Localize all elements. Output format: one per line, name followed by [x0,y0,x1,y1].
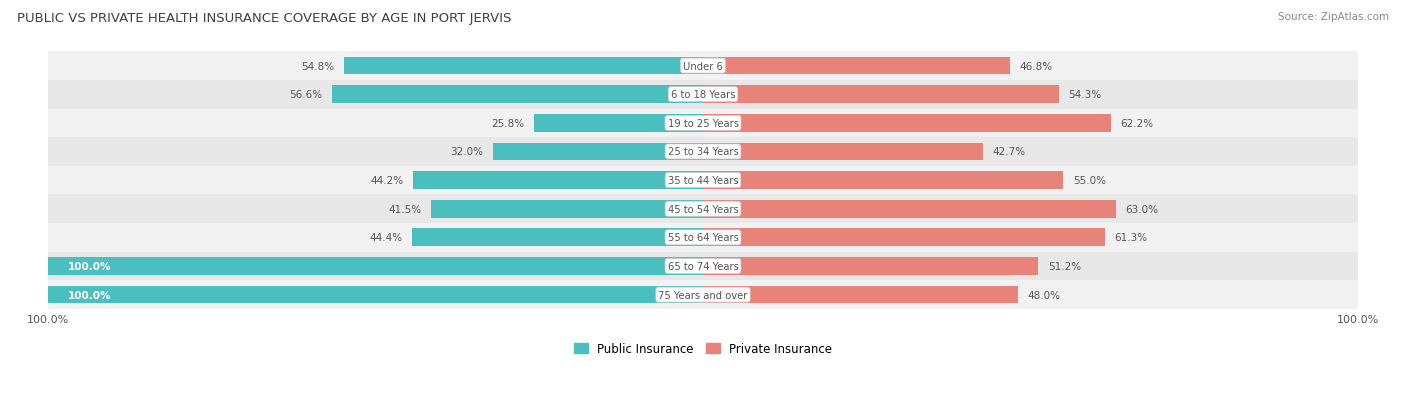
Bar [48,280,1358,309]
Text: 41.5%: 41.5% [388,204,422,214]
Text: 45 to 54 Years: 45 to 54 Years [668,204,738,214]
Text: Under 6: Under 6 [683,62,723,71]
Bar [703,229,1105,247]
Text: 48.0%: 48.0% [1028,290,1060,300]
Text: 19 to 25 Years: 19 to 25 Years [668,119,738,128]
Text: 54.3%: 54.3% [1069,90,1102,100]
Text: 63.0%: 63.0% [1126,204,1159,214]
Text: Source: ZipAtlas.com: Source: ZipAtlas.com [1278,12,1389,22]
Bar [48,52,1358,81]
Bar [48,138,1358,166]
Text: 46.8%: 46.8% [1019,62,1053,71]
Text: 44.4%: 44.4% [370,233,402,243]
Text: 100.0%: 100.0% [67,290,111,300]
Text: 62.2%: 62.2% [1121,119,1153,128]
Text: 51.2%: 51.2% [1049,261,1081,271]
Bar [332,86,703,104]
Bar [703,115,1111,133]
Text: 42.7%: 42.7% [993,147,1026,157]
Bar [48,286,703,304]
Bar [48,252,1358,280]
Text: 32.0%: 32.0% [450,147,484,157]
Bar [703,86,1059,104]
Bar [703,172,1063,190]
Bar [413,172,703,190]
Bar [494,143,703,161]
Text: 25 to 34 Years: 25 to 34 Years [668,147,738,157]
Text: PUBLIC VS PRIVATE HEALTH INSURANCE COVERAGE BY AGE IN PORT JERVIS: PUBLIC VS PRIVATE HEALTH INSURANCE COVER… [17,12,512,25]
Text: 56.6%: 56.6% [290,90,322,100]
Text: 44.2%: 44.2% [370,176,404,186]
Bar [412,229,703,247]
Bar [48,223,1358,252]
Text: 54.8%: 54.8% [301,62,335,71]
Bar [344,57,703,75]
Text: 35 to 44 Years: 35 to 44 Years [668,176,738,186]
Text: 61.3%: 61.3% [1115,233,1147,243]
Text: 55 to 64 Years: 55 to 64 Years [668,233,738,243]
Bar [48,195,1358,223]
Text: 55.0%: 55.0% [1073,176,1107,186]
Text: 6 to 18 Years: 6 to 18 Years [671,90,735,100]
Text: 65 to 74 Years: 65 to 74 Years [668,261,738,271]
Text: 100.0%: 100.0% [67,261,111,271]
Bar [48,109,1358,138]
Bar [703,257,1039,275]
Text: 25.8%: 25.8% [491,119,524,128]
Legend: Public Insurance, Private Insurance: Public Insurance, Private Insurance [569,337,837,360]
Bar [48,257,703,275]
Text: 75 Years and over: 75 Years and over [658,290,748,300]
Bar [534,115,703,133]
Bar [48,81,1358,109]
Bar [48,166,1358,195]
Bar [432,200,703,218]
Bar [703,200,1116,218]
Bar [703,286,1018,304]
Bar [703,143,983,161]
Bar [703,57,1010,75]
